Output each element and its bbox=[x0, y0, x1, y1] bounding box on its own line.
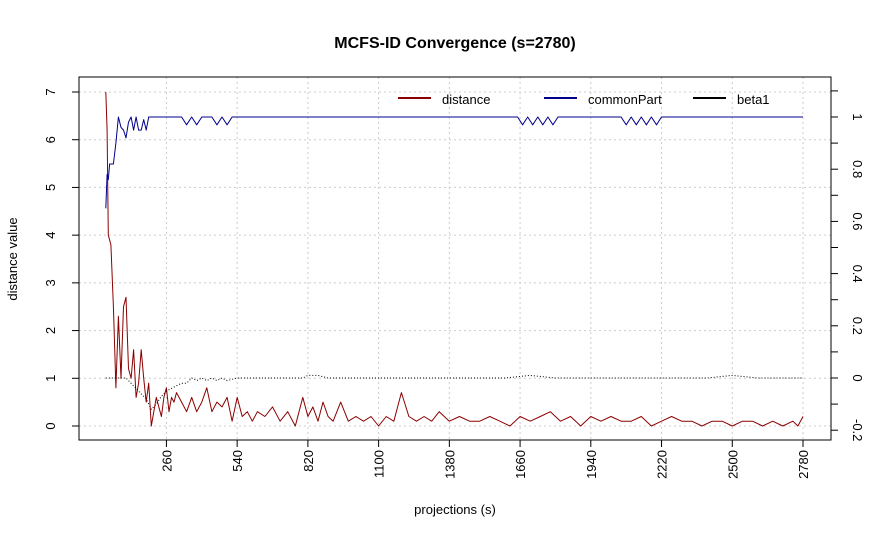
plot-frame bbox=[78, 76, 832, 441]
x-tick-label: 1940 bbox=[584, 450, 599, 479]
legend: distance commonPart beta1 bbox=[398, 92, 770, 107]
x-tick-label: 820 bbox=[301, 450, 316, 472]
x-tick-label: 2780 bbox=[796, 450, 811, 479]
y-right-tick-label: 0.6 bbox=[850, 212, 865, 230]
y-right-tick-label: 0.8 bbox=[850, 160, 865, 178]
y-left-tick-label: 6 bbox=[43, 136, 58, 143]
y-left-tick-label: 3 bbox=[43, 279, 58, 286]
series-line-commonPart bbox=[105, 116, 803, 209]
y-right-tick-label: 1 bbox=[850, 113, 865, 120]
legend-label-commonPart: commonPart bbox=[588, 92, 662, 107]
axes: 260 540 820 1100 1380 1660 1940 2220 2500 2780012… bbox=[43, 76, 865, 479]
data-series bbox=[105, 91, 804, 427]
x-tick-label: 2500 bbox=[725, 450, 740, 479]
y-axis-title: distance value bbox=[5, 217, 20, 300]
x-tick-label: 1100 bbox=[372, 450, 387, 478]
legend-label-beta1: beta1 bbox=[737, 92, 770, 107]
y-left-tick-label: 2 bbox=[43, 327, 58, 334]
y-right-tick-label: 0.2 bbox=[850, 317, 865, 335]
x-tick-label: 260 bbox=[159, 450, 174, 472]
x-tick-label: 2220 bbox=[655, 450, 670, 479]
chart-title: MCFS-ID Convergence (s=2780) bbox=[334, 35, 575, 52]
y-left-tick-label: 0 bbox=[43, 422, 58, 429]
series-line-beta1 bbox=[105, 374, 803, 410]
y-right-tick-label: 0.4 bbox=[850, 265, 865, 283]
x-tick-label: 540 bbox=[230, 450, 245, 472]
x-tick-label: 1380 bbox=[442, 450, 457, 479]
y-right-tick-label: -0.2 bbox=[850, 419, 865, 441]
series-line-distance bbox=[105, 91, 804, 427]
y-left-tick-label: 1 bbox=[43, 375, 58, 382]
y-left-tick-label: 5 bbox=[43, 184, 58, 191]
legend-label-distance: distance bbox=[442, 92, 490, 107]
grid-lines bbox=[79, 77, 831, 440]
y-right-tick-label: 0 bbox=[850, 374, 865, 381]
x-axis-title: projections (s) bbox=[414, 502, 496, 517]
y-left-tick-label: 4 bbox=[43, 232, 58, 239]
x-tick-label: 1660 bbox=[513, 450, 528, 479]
y-left-tick-label: 7 bbox=[43, 88, 58, 95]
